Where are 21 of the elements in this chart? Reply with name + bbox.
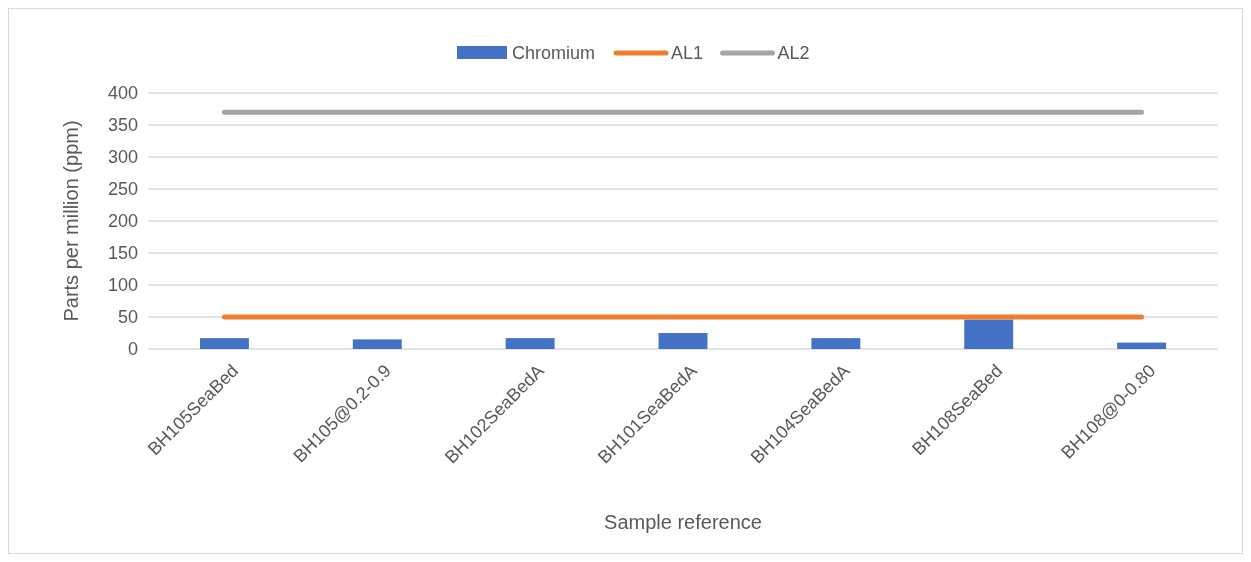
y-axis-title: Parts per million (ppm) xyxy=(60,120,82,322)
legend-label: AL2 xyxy=(777,43,810,64)
y-tick-label: 50 xyxy=(117,307,138,328)
x-axis-title: Sample reference xyxy=(604,511,762,533)
bar xyxy=(352,339,402,349)
bar xyxy=(1117,342,1167,349)
bar xyxy=(964,319,1014,349)
legend-label: AL1 xyxy=(671,43,704,64)
bar xyxy=(505,338,555,349)
legend-label: Chromium xyxy=(512,43,596,64)
y-tick-label: 0 xyxy=(127,339,138,360)
y-tick-label: 350 xyxy=(107,115,138,136)
y-tick-label: 150 xyxy=(107,243,138,264)
y-tick-label: 400 xyxy=(107,83,138,104)
y-tick-label: 300 xyxy=(107,147,138,168)
bar xyxy=(199,338,249,349)
bar xyxy=(811,338,861,349)
y-tick-label: 100 xyxy=(107,275,138,296)
y-tick-label: 250 xyxy=(107,179,138,200)
y-tick-label: 200 xyxy=(107,211,138,232)
bar xyxy=(658,333,708,349)
